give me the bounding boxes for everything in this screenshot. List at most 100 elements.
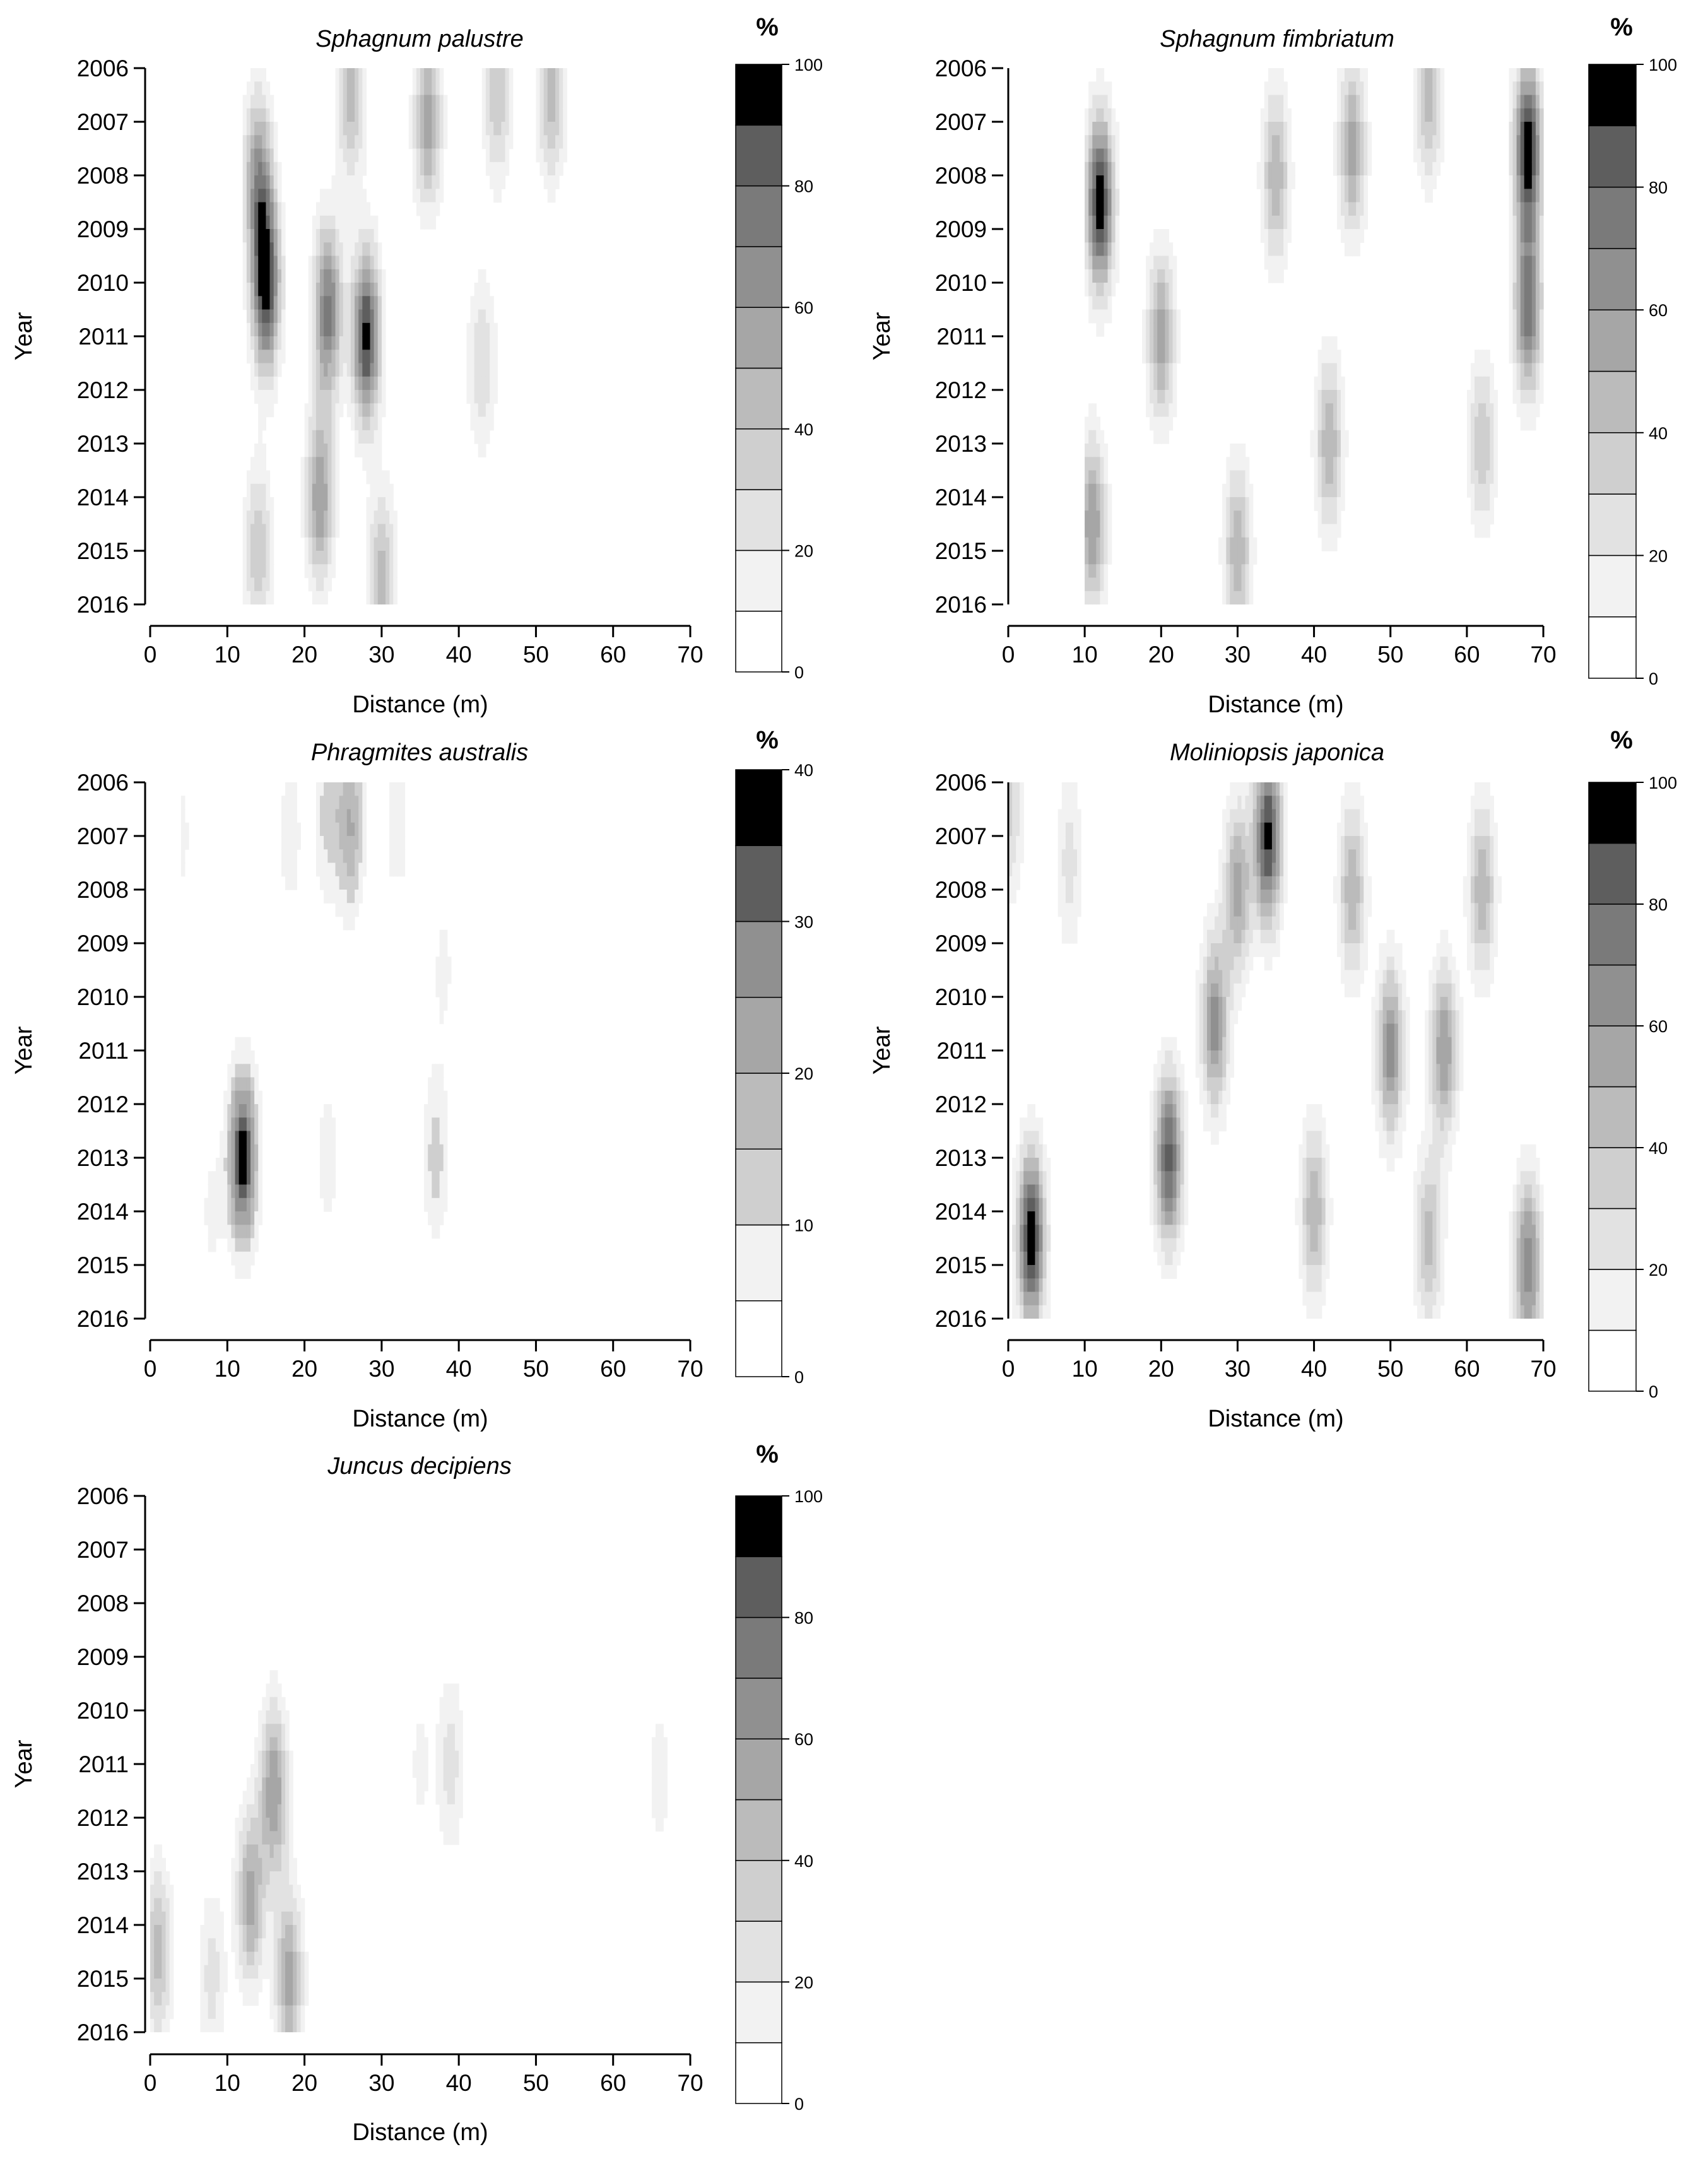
heatmap-cell <box>1100 497 1104 511</box>
heatmap-cell <box>490 135 494 149</box>
heatmap-cell <box>366 551 370 565</box>
heatmap-cell <box>254 363 259 377</box>
heatmap-cell <box>243 1171 247 1185</box>
heatmap-cell <box>366 216 370 230</box>
heatmap-cell <box>1471 390 1475 404</box>
heatmap-cell <box>258 189 262 203</box>
heatmap-cell <box>559 162 563 176</box>
heatmap-cell <box>1425 95 1429 109</box>
heatmap-cell <box>1524 95 1529 109</box>
heatmap-cell <box>1345 175 1349 189</box>
heatmap-cell <box>1142 350 1146 363</box>
heatmap-cell <box>1165 283 1169 297</box>
heatmap-cell <box>320 1117 324 1131</box>
heatmap-cell <box>331 538 336 551</box>
heatmap-cell <box>358 216 363 230</box>
y-tick-label: 2011 <box>78 324 129 350</box>
heatmap-cell <box>1326 390 1330 404</box>
heatmap-cell <box>355 269 359 283</box>
heatmap-cell <box>389 564 394 578</box>
heatmap-cell <box>1333 122 1338 136</box>
heatmap-cell <box>324 484 328 498</box>
heatmap-cell <box>382 310 386 324</box>
heatmap-cell <box>347 310 351 324</box>
heatmap-cell <box>1146 363 1150 377</box>
heatmap-cell <box>327 863 332 877</box>
heatmap-cell <box>1513 81 1517 95</box>
heatmap-cell <box>1432 1050 1437 1064</box>
heatmap-cell <box>1268 149 1273 163</box>
heatmap-cell <box>1116 269 1120 283</box>
heatmap-cell <box>327 377 332 391</box>
heatmap-cell <box>362 296 367 310</box>
heatmap-cell <box>1234 997 1238 1011</box>
heatmap-cell <box>254 310 259 324</box>
heatmap-cell <box>1337 430 1341 444</box>
heatmap-cell <box>339 849 344 863</box>
heatmap-cell <box>1345 109 1349 122</box>
heatmap-cell <box>1467 849 1471 863</box>
heatmap-cell <box>1039 1305 1044 1319</box>
heatmap-cell <box>339 296 344 310</box>
heatmap-cell <box>1517 1292 1521 1306</box>
heatmap-cell <box>1532 403 1536 417</box>
heatmap-cell <box>1528 296 1533 310</box>
heatmap-cell <box>1016 796 1020 809</box>
heatmap-cell <box>247 135 251 149</box>
heatmap-cell <box>1104 283 1108 297</box>
heatmap-cell <box>1314 1198 1319 1212</box>
heatmap-cell <box>1280 836 1284 850</box>
heatmap-cell <box>1540 1265 1544 1279</box>
heatmap-cell <box>1360 149 1364 163</box>
heatmap-cell <box>254 323 259 337</box>
y-axis-label: Year <box>869 312 895 360</box>
heatmap-cell <box>1318 377 1322 391</box>
heatmap-cell <box>309 497 313 511</box>
heatmap-cell <box>1027 1144 1032 1158</box>
heatmap-cell <box>1448 1037 1452 1051</box>
heatmap-cell <box>320 350 324 363</box>
heatmap-cell <box>1157 390 1162 404</box>
heatmap-cell <box>362 162 367 176</box>
heatmap-cell <box>1329 444 1334 457</box>
heatmap-cell <box>266 471 270 485</box>
heatmap-cell <box>1322 444 1326 457</box>
heatmap-cell <box>1215 970 1219 984</box>
heatmap-cell <box>1413 68 1418 82</box>
heatmap-cell <box>1314 403 1319 417</box>
heatmap-cell <box>1272 782 1276 796</box>
colorbar-band <box>1589 904 1636 965</box>
heatmap-cell <box>440 970 444 984</box>
heatmap-cell <box>1478 943 1483 957</box>
heatmap-cell <box>1329 336 1334 350</box>
heatmap-cell <box>1169 1252 1173 1266</box>
heatmap-cell <box>1367 903 1372 917</box>
colorbar-band <box>1589 64 1636 126</box>
colorbar-band <box>1589 1148 1636 1209</box>
heatmap-cell <box>1536 269 1540 283</box>
heatmap-cell <box>1428 81 1433 95</box>
heatmap-cell <box>1532 390 1536 404</box>
heatmap-cell <box>250 162 255 176</box>
heatmap-cell <box>1318 1211 1322 1225</box>
heatmap-cell <box>266 363 270 377</box>
heatmap-cell <box>1486 430 1490 444</box>
heatmap-cell <box>1432 1198 1437 1212</box>
heatmap-cell <box>1425 1144 1429 1158</box>
heatmap-cell <box>1532 81 1536 95</box>
heatmap-cell <box>301 497 305 511</box>
heatmap-cell <box>247 242 251 256</box>
heatmap-cell <box>336 836 340 850</box>
heatmap-cell <box>262 564 266 578</box>
heatmap-cell <box>1490 917 1494 931</box>
heatmap-cell <box>358 890 363 903</box>
heatmap-cell <box>262 497 266 511</box>
heatmap-cell <box>320 377 324 391</box>
heatmap-cell <box>1066 849 1070 863</box>
heatmap-cell <box>482 390 486 404</box>
heatmap-cell <box>1421 1225 1425 1238</box>
y-tick-label: 2013 <box>935 431 987 457</box>
heatmap-cell <box>1517 1252 1521 1266</box>
heatmap-cell <box>366 444 370 457</box>
heatmap-cell <box>1363 836 1368 850</box>
